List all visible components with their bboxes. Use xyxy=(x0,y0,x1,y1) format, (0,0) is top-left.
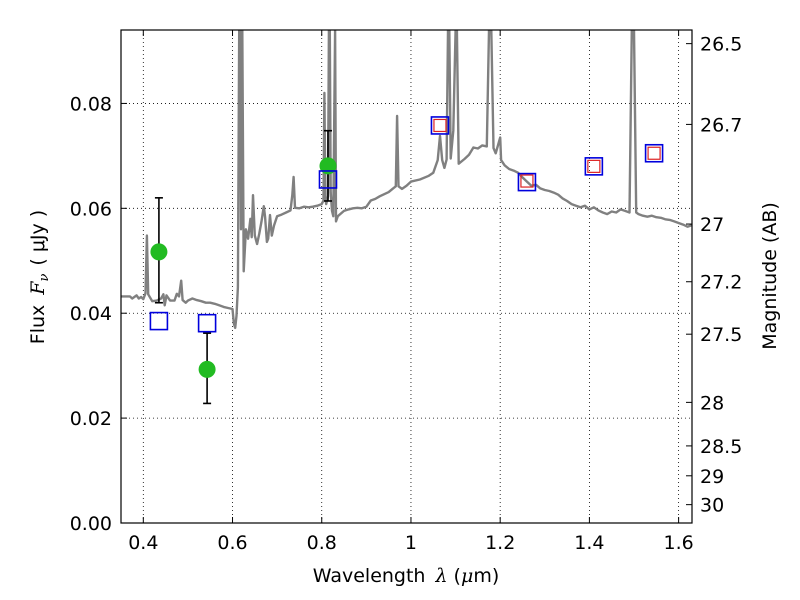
y2-tick-label: 27 xyxy=(700,214,724,236)
model-square xyxy=(430,116,450,135)
ir-square xyxy=(587,159,601,173)
x-tick-label: 1.4 xyxy=(574,532,604,554)
x-tick-label: 1 xyxy=(405,532,417,554)
model-square xyxy=(197,313,217,333)
y2-axis-title: Magnitude (AB) xyxy=(759,202,781,350)
y-tick-label: 0.02 xyxy=(70,408,112,430)
model-square xyxy=(318,170,338,189)
model-square xyxy=(584,157,604,176)
y2-tick-label: 30 xyxy=(700,495,724,517)
ir-square xyxy=(520,174,534,188)
observed-point xyxy=(319,157,337,175)
model-square xyxy=(644,143,664,163)
ir-square xyxy=(433,118,447,133)
model-square xyxy=(517,172,537,192)
y2-tick-label: 27.5 xyxy=(700,324,742,346)
x-tick-label: 0.4 xyxy=(128,532,158,554)
y2-tick-label: 28 xyxy=(700,392,724,414)
x-tick-label: 1.6 xyxy=(664,532,694,554)
plot-frame xyxy=(120,29,693,524)
x-tick-label: 1.2 xyxy=(485,532,515,554)
y2-tick-label: 27.2 xyxy=(700,272,742,294)
model-square xyxy=(149,311,169,331)
plot-area xyxy=(121,30,692,405)
observed-point xyxy=(198,360,216,378)
y2-tick-label: 29 xyxy=(700,466,724,488)
spectrum-line xyxy=(121,30,692,330)
observed-point xyxy=(150,243,168,261)
y-tick-label: 0.00 xyxy=(70,513,112,535)
axes: 0.4 0.6 0.8 1 1.2 1.4 1.6 0.00 0.02 0.04 0.06 0.08 2… xyxy=(70,30,742,554)
y2-tick-label: 28.5 xyxy=(700,436,742,458)
x-axis-title: Wavelength λ (μm) xyxy=(313,565,499,587)
y2-tick-label: 26.5 xyxy=(700,34,742,56)
ir-square xyxy=(647,146,661,160)
y-tick-label: 0.04 xyxy=(70,303,112,325)
x-tick-label: 0.6 xyxy=(217,532,247,554)
y-tick-label: 0.06 xyxy=(70,198,112,220)
x-tick-label: 0.8 xyxy=(307,532,337,554)
y-axis-title: FluxFν( μJy ) xyxy=(27,210,52,344)
y-tick-label: 0.08 xyxy=(70,93,112,115)
y2-tick-label: 26.7 xyxy=(700,114,742,136)
